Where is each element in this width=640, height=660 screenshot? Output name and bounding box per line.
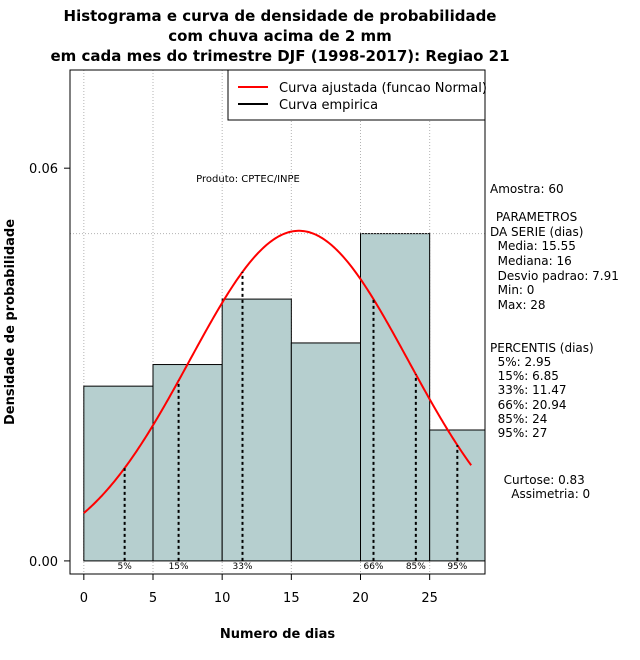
stat-media: Media: 15.55 [490, 239, 576, 253]
percentile-label-15%: 15% [169, 562, 189, 572]
stat-mediana: Mediana: 16 [490, 254, 572, 268]
percentile-label-5%: 5% [118, 562, 133, 572]
percentile-label-85%: 85% [406, 562, 426, 572]
percentile-label-66%: 66% [363, 562, 383, 572]
histogram-bar-1 [152, 364, 223, 562]
x-tick-label: 20 [352, 591, 369, 606]
legend-box [227, 69, 486, 121]
chart-title-line-2: com chuva acima de 2 mm [168, 27, 392, 45]
x-tick-label: 15 [283, 591, 300, 606]
x-tick-label: 5 [149, 591, 157, 606]
legend-label-0: Curva ajustada (funcao Normal) [279, 81, 487, 96]
histogram-bar-3 [290, 342, 362, 562]
x-axis-label: Numero de dias [220, 627, 336, 642]
stat-desvio: Desvio padrao: 7.91 [490, 269, 619, 283]
legend-label-1: Curva empirica [279, 98, 378, 113]
y-tick-label: 0.00 [29, 555, 58, 570]
stat-p66: 66%: 20.94 [490, 398, 567, 412]
stat-curtose: Curtose: 0.83 [496, 473, 585, 487]
y-axis-label: Densidade de probabilidade [3, 219, 18, 425]
chart-title-line-3: em cada mes do trimestre DJF (1998-2017)… [50, 47, 510, 65]
stat-p5: 5%: 2.95 [490, 355, 552, 369]
stat-p33: 33%: 11.47 [490, 383, 567, 397]
stat-amostra: Amostra: 60 [490, 182, 564, 196]
x-tick-label: 25 [421, 591, 438, 606]
product-annotation: Produto: CPTEC/INPE [196, 174, 300, 185]
stat-max: Max: 28 [490, 298, 546, 312]
stat-assimetria: Assimetria: 0 [496, 487, 591, 501]
percentile-label-95%: 95% [447, 562, 467, 572]
x-tick-label: 0 [80, 591, 88, 606]
stat-parametros-sub: DA SERIE (dias) [490, 225, 584, 239]
x-tick-label: 10 [214, 591, 231, 606]
stat-p85: 85%: 24 [490, 412, 548, 426]
histogram-bar-0 [83, 385, 154, 562]
stat-min: Min: 0 [490, 283, 535, 297]
histogram-bar-2 [221, 298, 292, 562]
y-tick-label: 0.06 [29, 162, 58, 177]
stat-p95: 95%: 27 [490, 426, 548, 440]
stat-parametros-title: PARAMETROS [492, 210, 578, 224]
stat-percentis-title: PERCENTIS (dias) [490, 341, 594, 355]
percentile-label-33%: 33% [232, 562, 252, 572]
normal-fit-curve [83, 229, 472, 514]
histogram-bar-4 [360, 233, 431, 562]
chart-title-line-1: Histograma e curva de densidade de proba… [63, 7, 497, 25]
stat-p15: 15%: 6.85 [490, 369, 559, 383]
